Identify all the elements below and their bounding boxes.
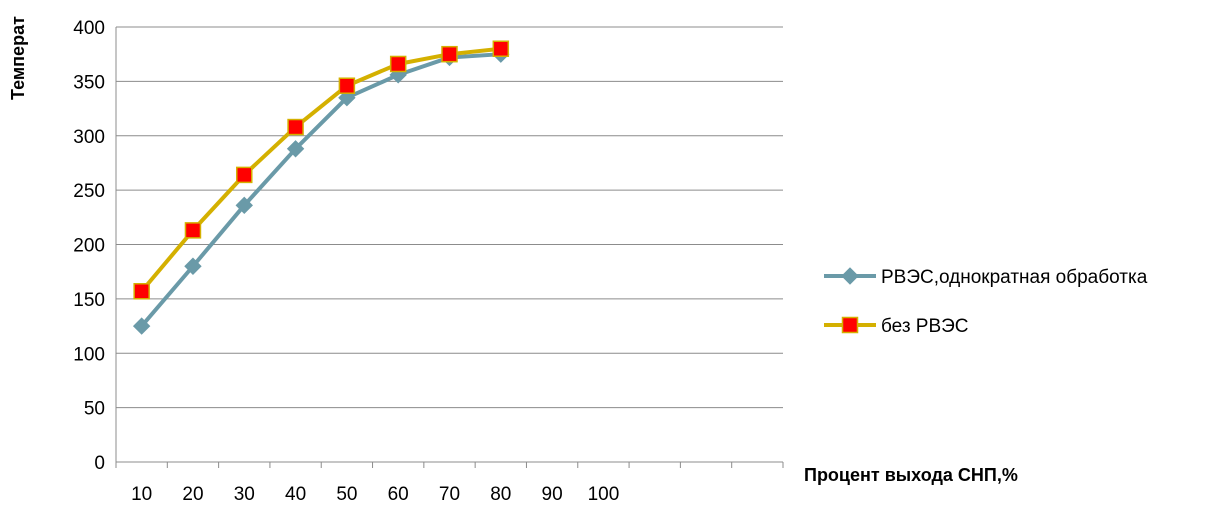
x-tick-label: 60	[388, 484, 409, 505]
y-tick-label: 200	[73, 236, 105, 257]
data-point	[441, 45, 458, 63]
x-tick-label: 20	[182, 484, 203, 505]
y-tick-label: 250	[73, 181, 105, 202]
x-tick-label: 30	[234, 484, 255, 505]
x-tick-label: 50	[336, 484, 357, 505]
series-group	[132, 40, 510, 335]
y-tick-label: 100	[73, 344, 105, 365]
x-tick-label: 90	[542, 484, 563, 505]
x-tick-label: 40	[285, 484, 306, 505]
y-tick-labels: 0 50 100 150 200 250 300 350 400	[73, 18, 105, 474]
data-point	[184, 257, 202, 275]
legend-label: без РВЭС	[881, 316, 969, 337]
legend-item: без РВЭС	[824, 316, 969, 337]
data-point	[235, 196, 253, 215]
legend: РВЭС,однократная обработка без РВЭС	[824, 267, 1148, 337]
data-point	[287, 118, 304, 136]
data-point	[236, 166, 253, 184]
data-point	[132, 317, 151, 335]
data-point	[133, 283, 150, 300]
x-tick-label: 100	[588, 484, 620, 505]
data-point	[338, 77, 356, 94]
x-axis-title: Процент выхода СНП,%	[804, 465, 1018, 485]
legend-item: РВЭС,однократная обработка	[824, 267, 1148, 288]
data-point	[389, 55, 407, 73]
x-tick-label: 10	[131, 484, 152, 505]
series-line	[140, 46, 502, 293]
y-tick-label: 0	[94, 453, 105, 474]
legend-marker	[841, 267, 859, 285]
x-axis	[115, 462, 784, 468]
y-tick-label: 350	[73, 72, 105, 93]
x-tick-labels: 10 20 30 40 50 60 70 80 90 100	[131, 484, 619, 505]
gridlines	[115, 26, 783, 463]
x-tick-label: 70	[439, 484, 460, 505]
data-point	[286, 140, 305, 158]
legend-marker	[841, 316, 859, 334]
x-tick-label: 80	[490, 484, 511, 505]
y-tick-label: 50	[84, 399, 105, 420]
legend-label: РВЭС,однократная обработка	[881, 267, 1148, 288]
data-point	[492, 40, 510, 57]
y-tick-label: 300	[73, 127, 105, 148]
series-line	[140, 52, 501, 328]
y-tick-label: 400	[73, 18, 105, 39]
data-point	[184, 222, 202, 239]
y-tick-label: 150	[73, 290, 105, 311]
series-2	[133, 40, 510, 300]
y-axis-title: Температ	[8, 16, 28, 100]
